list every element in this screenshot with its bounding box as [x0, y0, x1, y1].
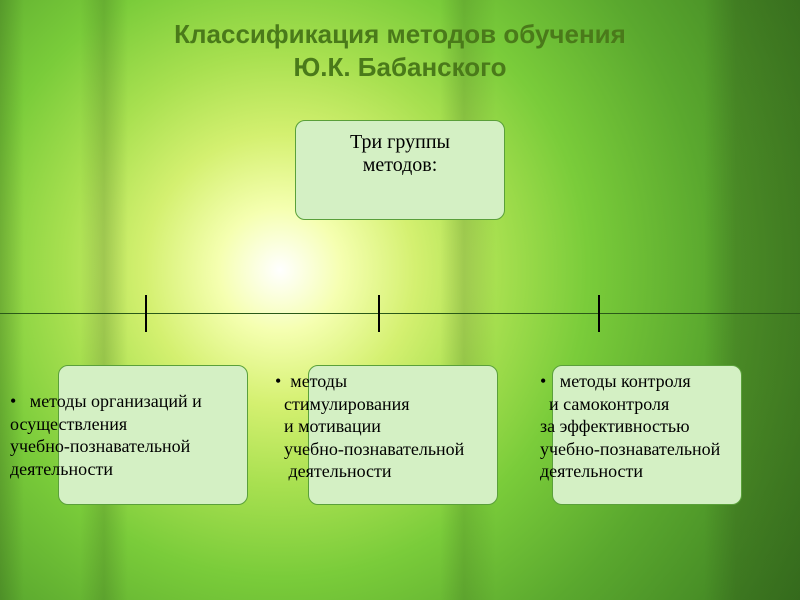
root-line2: методов: [363, 154, 438, 176]
connector-hline [0, 313, 800, 314]
child-text-0: • методы организаций иосуществленияучебн… [10, 390, 300, 480]
connector-tick-1 [378, 295, 380, 332]
child-text-1: • методы стимулирования и мотивации учеб… [275, 370, 575, 483]
connector-tick-2 [598, 295, 600, 332]
title-line2: Ю.К. Бабанского [293, 52, 506, 82]
connector-tick-0 [145, 295, 147, 332]
root-node: Три группы методов: [295, 120, 505, 220]
root-line1: Три группы [350, 131, 450, 153]
child-text-2: • методы контроля и самоконтроляза эффек… [540, 370, 800, 483]
slide-title: Классификация методов обучения Ю.К. Баба… [0, 18, 800, 83]
title-line1: Классификация методов обучения [174, 19, 626, 49]
slide-root: Классификация методов обучения Ю.К. Баба… [0, 0, 800, 600]
